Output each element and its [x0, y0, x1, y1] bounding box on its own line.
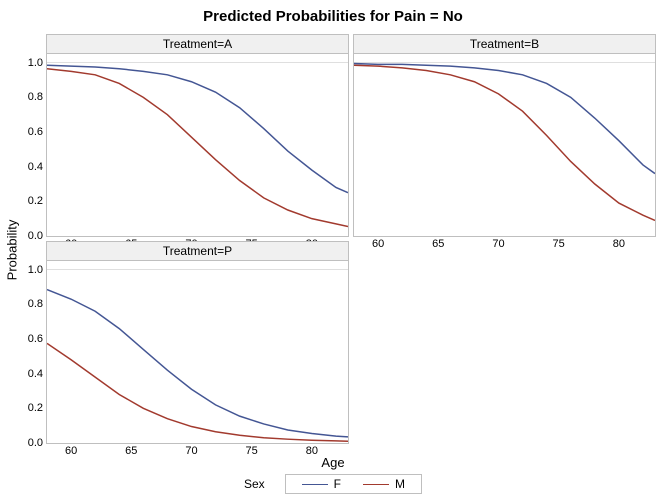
series-line — [354, 65, 655, 220]
legend-item: F — [302, 477, 341, 491]
x-tick-label: 65 — [125, 443, 137, 457]
x-tick-label: 65 — [432, 236, 444, 250]
x-tick-label: 75 — [246, 443, 258, 457]
y-tick-label: 1.0 — [28, 57, 47, 69]
chart-container: Predicted Probabilities for Pain = No Pr… — [0, 0, 666, 500]
series-line — [354, 64, 655, 174]
series-line — [47, 69, 348, 227]
y-tick-label: 0.6 — [28, 126, 47, 138]
legend-item-label: M — [395, 477, 405, 491]
y-tick-label: 0.2 — [28, 402, 47, 414]
legend-item-label: F — [334, 477, 341, 491]
y-tick-label: 0.8 — [28, 91, 47, 103]
y-tick-label: 0.2 — [28, 195, 47, 207]
x-tick-label: 75 — [553, 236, 565, 250]
x-tick-label: 60 — [372, 236, 384, 250]
panel-grid: Treatment=A0.00.20.40.60.81.06065707580T… — [46, 34, 656, 444]
legend-title: Sex — [244, 477, 265, 491]
legend-item: M — [363, 477, 405, 491]
y-tick-label: 0.0 — [28, 230, 47, 242]
subplot-title: Treatment=B — [353, 34, 656, 53]
x-tick-label: 70 — [492, 236, 504, 250]
chart-title: Predicted Probabilities for Pain = No — [0, 8, 666, 25]
legend-box: FM — [285, 474, 422, 494]
series-line — [47, 65, 348, 192]
x-tick-label: 60 — [65, 443, 77, 457]
subplot: Treatment=A0.00.20.40.60.81.06065707580 — [46, 34, 349, 237]
y-axis-label: Probability — [5, 220, 20, 281]
y-tick-label: 0.8 — [28, 298, 47, 310]
plot-area: 0.00.20.40.60.81.06065707580 — [46, 53, 349, 237]
series-line — [47, 290, 348, 437]
y-tick-label: 1.0 — [28, 264, 47, 276]
subplot-title: Treatment=A — [46, 34, 349, 53]
x-axis-label: Age — [0, 455, 666, 470]
y-tick-label: 0.0 — [28, 437, 47, 449]
legend: Sex FM — [0, 474, 666, 494]
legend-swatch-line — [302, 484, 328, 485]
x-tick-label: 80 — [613, 236, 625, 250]
plot-area: 6065707580 — [353, 53, 656, 237]
legend-swatch-line — [363, 484, 389, 485]
data-layer — [47, 54, 348, 236]
x-tick-label: 70 — [185, 443, 197, 457]
x-tick-label: 80 — [306, 443, 318, 457]
subplot-title: Treatment=P — [46, 241, 349, 260]
y-tick-label: 0.4 — [28, 161, 47, 173]
y-tick-label: 0.4 — [28, 368, 47, 380]
data-layer — [354, 54, 655, 236]
data-layer — [47, 261, 348, 443]
subplot: Treatment=B6065707580 — [353, 34, 656, 237]
plot-area: 0.00.20.40.60.81.06065707580 — [46, 260, 349, 444]
subplot: Treatment=P0.00.20.40.60.81.06065707580 — [46, 241, 349, 444]
y-tick-label: 0.6 — [28, 333, 47, 345]
